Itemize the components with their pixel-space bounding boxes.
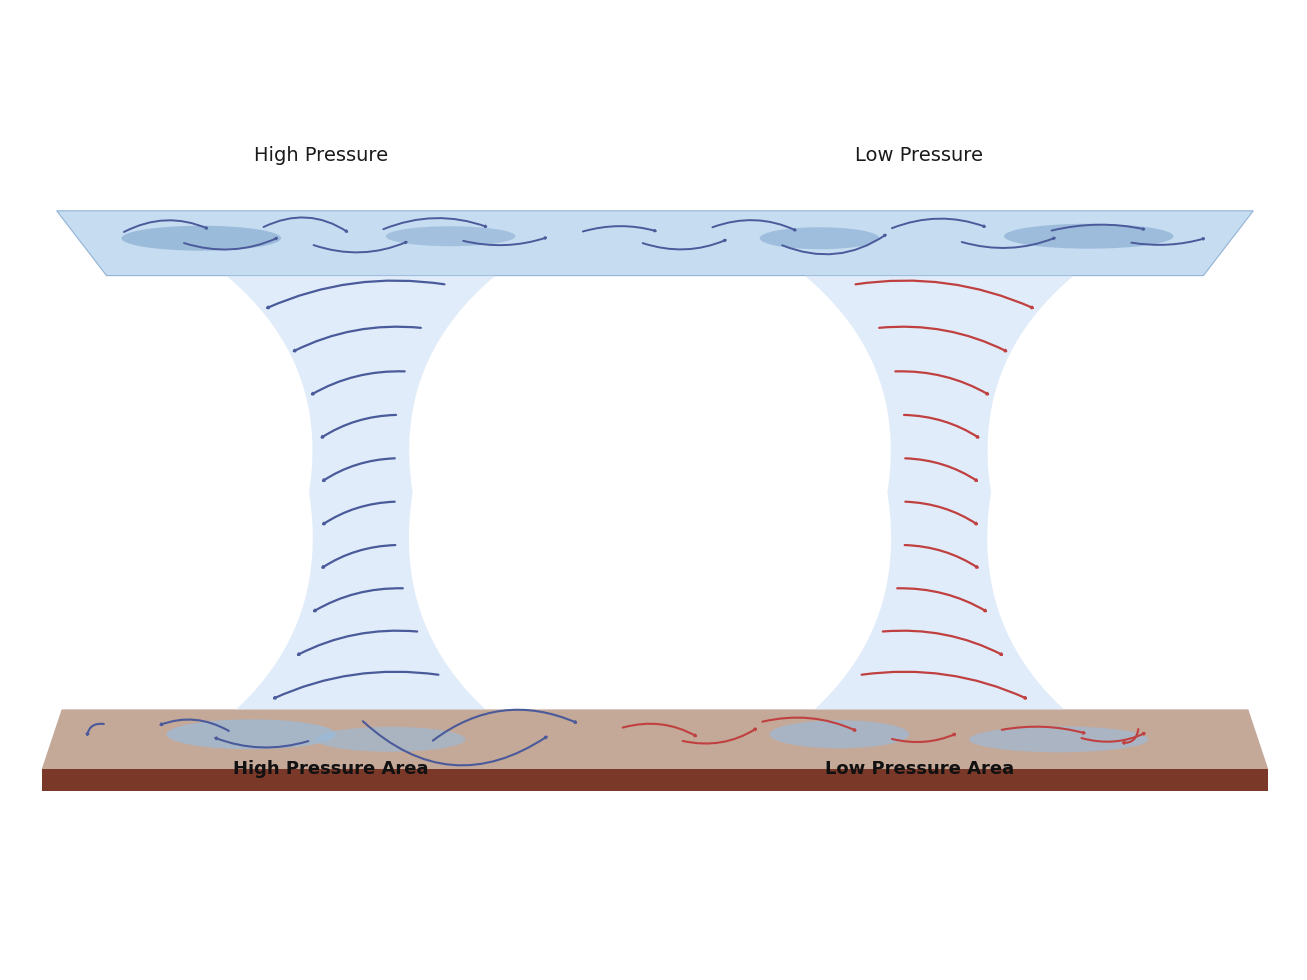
- Ellipse shape: [166, 719, 336, 750]
- Ellipse shape: [770, 720, 910, 749]
- Ellipse shape: [968, 726, 1149, 753]
- Text: High Pressure: High Pressure: [254, 146, 388, 166]
- Text: High Pressure Area: High Pressure Area: [233, 760, 429, 778]
- Ellipse shape: [1004, 223, 1174, 249]
- Ellipse shape: [759, 227, 880, 249]
- Polygon shape: [56, 211, 1253, 275]
- Ellipse shape: [316, 727, 465, 752]
- Polygon shape: [805, 275, 1074, 710]
- Polygon shape: [42, 769, 1268, 791]
- Polygon shape: [226, 275, 495, 710]
- Text: Low Pressure: Low Pressure: [855, 146, 983, 166]
- Text: Low Pressure Area: Low Pressure Area: [825, 760, 1014, 778]
- Ellipse shape: [122, 225, 281, 251]
- Ellipse shape: [386, 226, 515, 246]
- Polygon shape: [42, 710, 1268, 769]
